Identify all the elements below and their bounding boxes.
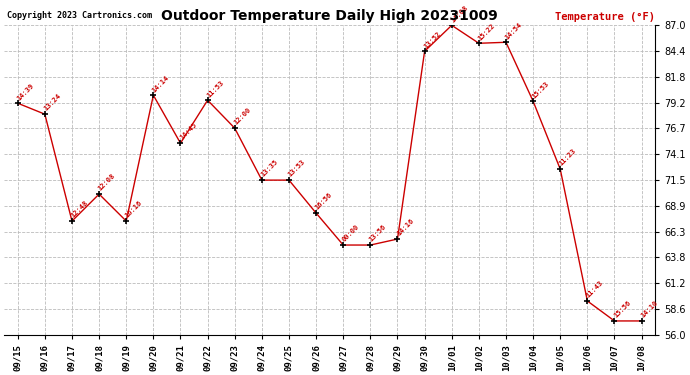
Text: 13:24: 13:24 [43, 93, 62, 112]
Text: 12:00: 12:00 [233, 107, 252, 126]
Text: 15:53: 15:53 [531, 80, 551, 99]
Text: 16:16: 16:16 [124, 200, 144, 219]
Text: 14:08: 14:08 [450, 4, 469, 23]
Text: Temperature (°F): Temperature (°F) [555, 12, 656, 22]
Text: 13:52: 13:52 [422, 30, 442, 49]
Text: 14:16: 14:16 [395, 218, 415, 237]
Text: 12:48: 12:48 [70, 200, 89, 219]
Text: 12:08: 12:08 [97, 173, 117, 192]
Text: 13:56: 13:56 [368, 224, 388, 243]
Text: 13:53: 13:53 [287, 159, 306, 178]
Text: Copyright 2023 Cartronics.com: Copyright 2023 Cartronics.com [7, 11, 152, 20]
Text: 00:00: 00:00 [341, 224, 360, 243]
Text: 14:45: 14:45 [179, 122, 197, 141]
Text: 11:23: 11:23 [558, 148, 578, 167]
Text: 11:53: 11:53 [206, 79, 225, 98]
Text: 11:43: 11:43 [585, 280, 604, 299]
Text: 14:39: 14:39 [16, 82, 35, 101]
Text: 13:35: 13:35 [260, 159, 279, 178]
Text: 16:56: 16:56 [314, 192, 333, 211]
Text: 15:22: 15:22 [477, 22, 496, 41]
Text: 14:54: 14:54 [504, 21, 523, 40]
Text: 14:10: 14:10 [640, 300, 659, 319]
Text: 15:56: 15:56 [613, 300, 631, 319]
Title: Outdoor Temperature Daily High 20231009: Outdoor Temperature Daily High 20231009 [161, 9, 498, 23]
Text: 14:14: 14:14 [151, 74, 170, 93]
